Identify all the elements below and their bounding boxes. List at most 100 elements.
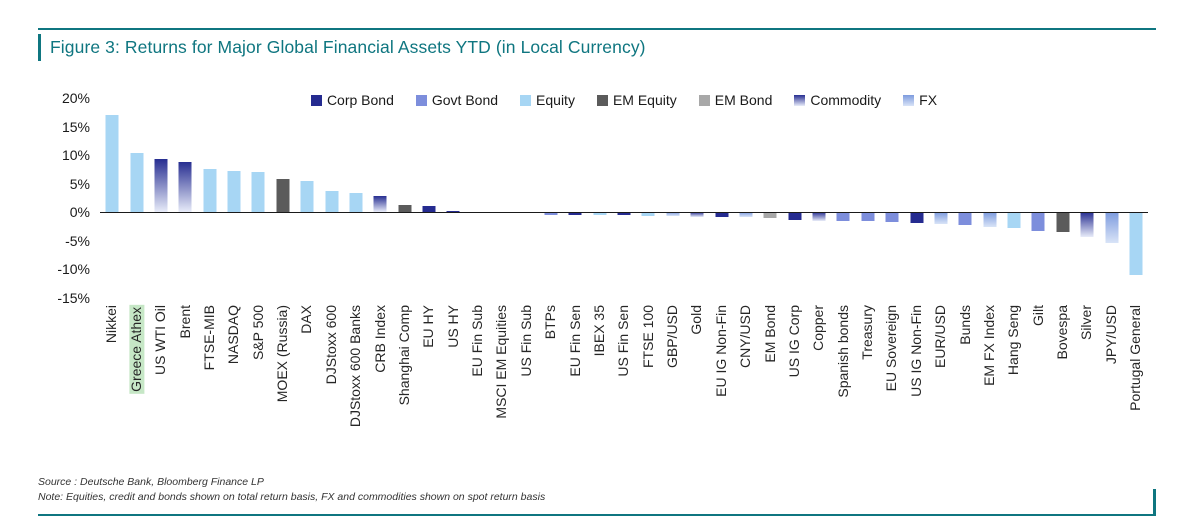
bar-eu-hy bbox=[422, 206, 436, 213]
top-rule bbox=[38, 28, 1156, 30]
bar-slot: MOEX (Russia) bbox=[271, 98, 295, 474]
bar-slot: Greece Athex bbox=[124, 98, 148, 474]
bar-slot: GBP/USD bbox=[661, 98, 685, 474]
bar-area bbox=[758, 98, 782, 298]
bar-slot: EU Fin Sen bbox=[563, 98, 587, 474]
bar-area bbox=[271, 98, 295, 298]
bar-slot: EU Sovereign bbox=[880, 98, 904, 474]
bar-slot: Nikkei bbox=[100, 98, 124, 474]
bar-em-fx-index bbox=[983, 212, 997, 227]
x-label-zone: EU Fin Sen bbox=[563, 298, 587, 474]
x-label-jpy-usd: JPY/USD bbox=[1102, 305, 1119, 365]
bar-cny-usd bbox=[739, 212, 753, 218]
legend-label: Commodity bbox=[810, 92, 882, 108]
legend-item-commodity: Commodity bbox=[794, 92, 881, 108]
x-label-bunds: Bunds bbox=[956, 305, 973, 345]
x-label-zone: S&P 500 bbox=[246, 298, 270, 474]
bar-slot: Shanghai Comp bbox=[393, 98, 417, 474]
bar-slot: US IG Corp bbox=[783, 98, 807, 474]
x-label-nasdaq: NASDAQ bbox=[225, 305, 242, 365]
legend-label: FX bbox=[919, 92, 938, 108]
x-label-zone: EM Bond bbox=[758, 298, 782, 474]
x-label-em-bond: EM Bond bbox=[761, 305, 778, 363]
x-label-zone: IBEX 35 bbox=[588, 298, 612, 474]
x-label-zone: FTSE 100 bbox=[636, 298, 660, 474]
x-label-zone: EU HY bbox=[417, 298, 441, 474]
legend-label: EM Bond bbox=[714, 92, 773, 108]
bar-area bbox=[198, 98, 222, 298]
x-label-btps: BTPs bbox=[542, 305, 559, 340]
bar-area bbox=[734, 98, 758, 298]
legend-swatch-em-bond bbox=[698, 94, 710, 106]
bar-area bbox=[295, 98, 319, 298]
x-label-gilt: Gilt bbox=[1029, 305, 1046, 326]
bar-area bbox=[1099, 98, 1123, 298]
x-label-greece-athex: Greece Athex bbox=[127, 305, 145, 394]
plot-area: Nikkei Greece Athex US WTI Oil Brent FTSE-MI… bbox=[100, 98, 1148, 427]
bar-slot: EU HY bbox=[417, 98, 441, 474]
bars-container: Nikkei Greece Athex US WTI Oil Brent FTSE-MI… bbox=[100, 98, 1148, 474]
x-label-zone: US Fin Sub bbox=[514, 298, 538, 474]
x-label-zone: MSCI EM Equities bbox=[490, 298, 514, 474]
bar-area bbox=[563, 98, 587, 298]
bar-nikkei bbox=[105, 115, 119, 213]
bar-gilt bbox=[1031, 212, 1045, 231]
y-tick-label: 20% bbox=[61, 90, 90, 106]
bar-slot: BTPs bbox=[539, 98, 563, 474]
bar-portugal-general bbox=[1129, 212, 1143, 276]
x-label-ftse-100: FTSE 100 bbox=[639, 305, 656, 369]
bar-djstoxx-600-banks bbox=[349, 193, 363, 213]
bar-slot: Brent bbox=[173, 98, 197, 474]
x-label-zone: Copper bbox=[807, 298, 831, 474]
bar-hang-seng bbox=[1007, 212, 1021, 229]
bottom-rule bbox=[38, 514, 1156, 516]
legend-swatch-corp-bond bbox=[310, 94, 322, 106]
bar-shanghai-comp bbox=[398, 205, 412, 213]
x-label-zone: DJStoxx 600 bbox=[319, 298, 343, 474]
bar-s-p-500 bbox=[251, 172, 265, 213]
x-label-eu-hy: EU HY bbox=[420, 305, 437, 348]
bar-area bbox=[904, 98, 928, 298]
x-label-zone: DJStoxx 600 Banks bbox=[344, 298, 368, 474]
bar-em-bond bbox=[763, 212, 777, 218]
bar-btps bbox=[544, 212, 558, 215]
bar-area bbox=[1051, 98, 1075, 298]
bar-area bbox=[856, 98, 880, 298]
figure-title: Figure 3: Returns for Major Global Finan… bbox=[50, 37, 646, 57]
y-tick-label: 0% bbox=[69, 204, 90, 221]
bar-area bbox=[173, 98, 197, 298]
x-label-us-fin-sub: US Fin Sub bbox=[517, 305, 534, 377]
methodology-note: Note: Equities, credit and bonds shown o… bbox=[38, 491, 546, 503]
x-label-zone: CRB Index bbox=[368, 298, 392, 474]
x-label-us-hy: US HY bbox=[444, 305, 461, 348]
bar-area bbox=[514, 98, 538, 298]
bar-slot: EU Fin Sub bbox=[466, 98, 490, 474]
bar-slot: CNY/USD bbox=[734, 98, 758, 474]
x-label-zone: EUR/USD bbox=[929, 298, 953, 474]
bar-area bbox=[1075, 98, 1099, 298]
x-label-zone: MOEX (Russia) bbox=[271, 298, 295, 474]
bar-slot: US HY bbox=[441, 98, 465, 474]
bar-area bbox=[222, 98, 246, 298]
x-label-zone: EM FX Index bbox=[978, 298, 1002, 474]
bar-slot: CRB Index bbox=[368, 98, 392, 474]
bar-eu-sovereign bbox=[885, 212, 899, 222]
bar-ibex-35 bbox=[593, 212, 607, 216]
x-label-zone: NASDAQ bbox=[222, 298, 246, 474]
x-label-zone: Spanish bonds bbox=[831, 298, 855, 474]
bar-gbp-usd bbox=[666, 212, 680, 217]
x-label-zone: EU Fin Sub bbox=[466, 298, 490, 474]
bar-dax bbox=[300, 181, 314, 213]
bottom-right-tick bbox=[1153, 489, 1156, 516]
x-label-ibex-35: IBEX 35 bbox=[590, 305, 607, 357]
y-tick-label: -10% bbox=[57, 261, 90, 278]
bar-area bbox=[490, 98, 514, 298]
x-label-zone: Treasury bbox=[856, 298, 880, 474]
x-label-crb-index: CRB Index bbox=[371, 305, 388, 373]
bar-us-ig-non-fin bbox=[910, 212, 924, 223]
bar-slot: Gilt bbox=[1026, 98, 1050, 474]
bar-area bbox=[880, 98, 904, 298]
zero-axis-line bbox=[100, 211, 1148, 214]
bar-eu-ig-non-fin bbox=[715, 212, 729, 218]
